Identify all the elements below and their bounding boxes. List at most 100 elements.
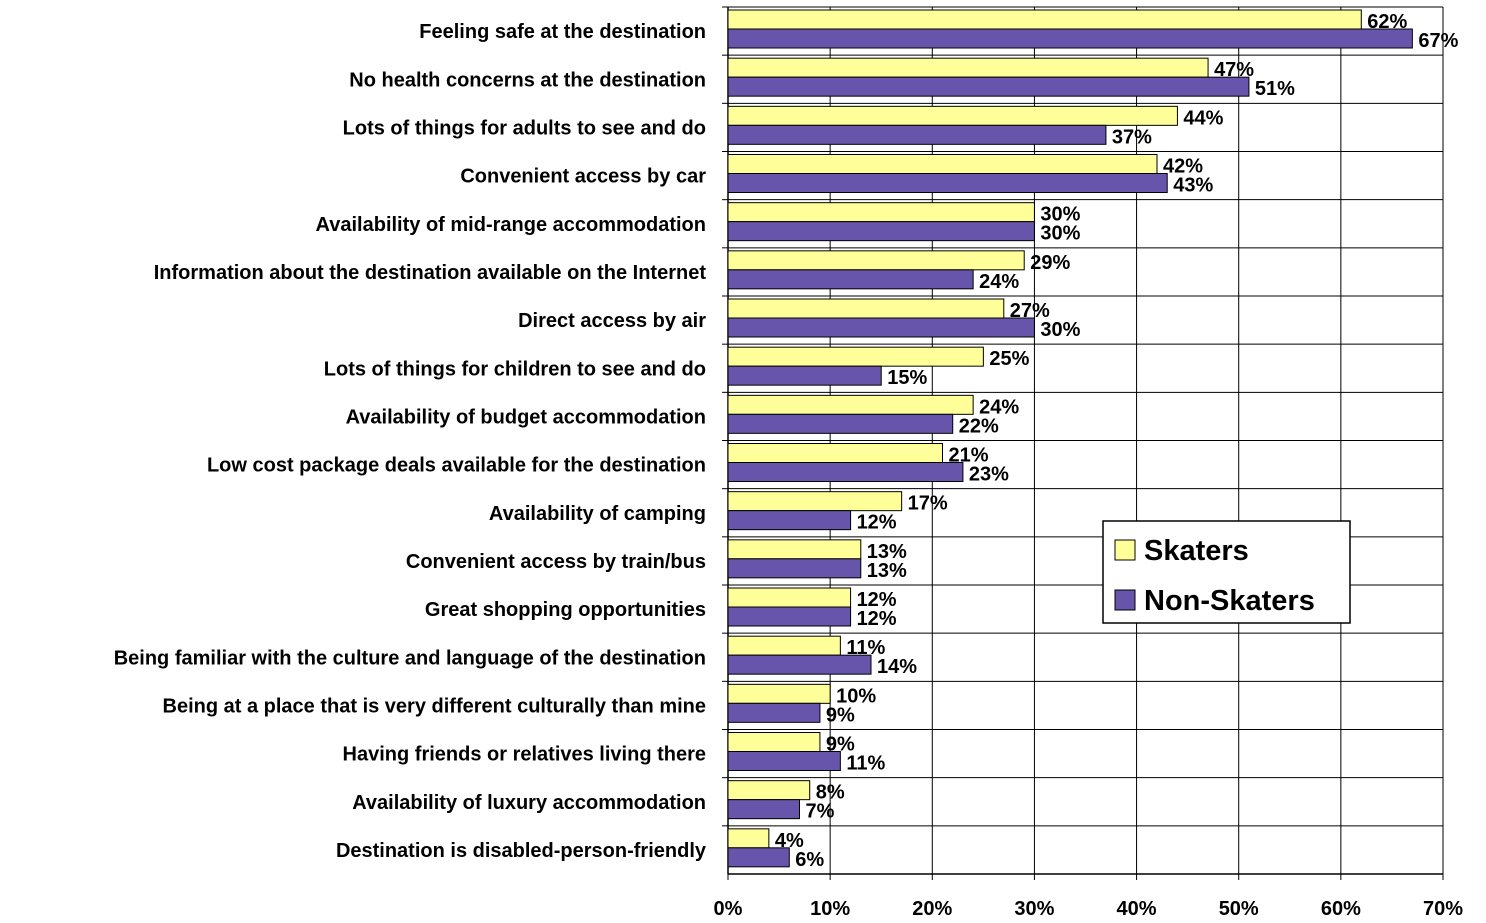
non-skaters-bar <box>727 269 974 290</box>
data-label: 6% <box>795 849 824 871</box>
skaters-bar <box>727 780 811 801</box>
non-skaters-bar <box>727 221 1035 242</box>
data-label: 42% <box>1163 156 1203 178</box>
data-label: 62% <box>1367 11 1407 33</box>
category-label: Great shopping opportunities <box>425 599 706 621</box>
category-label: Lots of things for children to see and d… <box>324 358 706 380</box>
x-tick-label: 30% <box>1014 898 1054 920</box>
data-label: 12% <box>857 512 897 534</box>
x-tick-label: 60% <box>1321 898 1361 920</box>
legend: Skaters Non-Skaters <box>1102 520 1351 624</box>
data-label: 10% <box>836 685 876 707</box>
skaters-bar <box>727 732 821 752</box>
non-skaters-bar <box>727 365 882 386</box>
non-skaters-bar <box>727 317 1035 338</box>
category-label: No health concerns at the destination <box>349 69 706 91</box>
skaters-bar <box>727 154 1158 174</box>
legend-box <box>1102 520 1351 624</box>
data-label: 67% <box>1418 30 1458 52</box>
data-label: 4% <box>775 830 804 852</box>
data-label: 27% <box>1010 300 1050 322</box>
category-label: Availability of mid-range accommodation <box>316 214 706 236</box>
data-label: 9% <box>826 704 855 726</box>
skaters-bar <box>727 250 1025 271</box>
data-label: 14% <box>877 656 917 678</box>
category-label: Feeling safe at the destination <box>419 21 706 43</box>
category-label: Lots of things for adults to see and do <box>343 117 706 139</box>
category-label: Direct access by air <box>518 310 706 332</box>
skaters-bar <box>727 9 1362 30</box>
category-label: Convenient access by car <box>460 166 706 188</box>
non-skaters-bar <box>727 702 821 723</box>
skaters-bar <box>727 57 1209 78</box>
non-skaters-bar <box>727 173 1168 193</box>
data-label: 8% <box>816 782 845 804</box>
non-skaters-bar <box>727 462 964 482</box>
non-skaters-bar <box>727 558 862 579</box>
skaters-bar <box>727 105 1178 126</box>
data-label: 21% <box>949 445 989 467</box>
data-label: 43% <box>1173 175 1213 197</box>
legend-label: Non-Skaters <box>1144 585 1315 617</box>
data-label: 29% <box>1030 252 1070 274</box>
legend-label: Skaters <box>1144 535 1249 567</box>
category-label: Availability of camping <box>489 503 706 525</box>
non-skaters-bar <box>727 606 852 627</box>
category-label: Destination is disabled-person-friendly <box>336 840 707 862</box>
non-skaters-bar <box>727 28 1413 49</box>
category-label: Convenient access by train/bus <box>406 551 706 573</box>
skaters-bar <box>727 587 852 608</box>
data-label: 30% <box>1040 319 1080 341</box>
x-tick-label: 20% <box>912 898 952 920</box>
category-label: Information about the destination availa… <box>154 262 707 284</box>
skaters-bar <box>727 298 1005 319</box>
data-label: 24% <box>979 271 1019 293</box>
category-label: Availability of budget accommodation <box>346 406 706 428</box>
legend-swatch <box>1114 539 1136 561</box>
skaters-bar <box>727 635 841 656</box>
x-tick-label: 70% <box>1423 898 1463 920</box>
non-skaters-bar <box>727 124 1107 145</box>
x-tick-label: 50% <box>1219 898 1259 920</box>
data-label: 13% <box>867 560 907 582</box>
skaters-bar <box>727 346 984 367</box>
skaters-bar <box>727 539 862 560</box>
data-label: 44% <box>1183 107 1223 129</box>
x-tick-label: 40% <box>1117 898 1157 920</box>
data-label: 24% <box>979 396 1019 418</box>
skaters-bar <box>727 828 770 849</box>
category-label: Low cost package deals available for the… <box>207 455 706 477</box>
data-label: 11% <box>846 637 885 659</box>
non-skaters-bar <box>727 510 852 531</box>
data-label: 17% <box>908 493 948 515</box>
data-label: 22% <box>959 415 999 437</box>
legend-swatch <box>1114 589 1136 611</box>
non-skaters-bar <box>727 751 841 771</box>
skaters-bar <box>727 683 831 704</box>
data-label: 7% <box>806 801 835 823</box>
skaters-bar <box>727 202 1035 223</box>
data-label: 13% <box>867 541 907 563</box>
data-label: 37% <box>1112 126 1152 148</box>
skaters-bar <box>727 443 943 463</box>
non-skaters-bar <box>727 654 872 675</box>
data-label: 25% <box>989 348 1029 370</box>
skaters-bar <box>727 491 903 512</box>
non-skaters-bar <box>727 847 790 868</box>
data-label: 51% <box>1255 78 1295 100</box>
skaters-bar <box>727 394 974 415</box>
non-skaters-bar <box>727 76 1250 97</box>
category-label: Having friends or relatives living there <box>343 744 706 766</box>
x-tick-label: 0% <box>714 898 743 920</box>
data-label: 23% <box>969 464 1009 486</box>
data-label: 12% <box>857 608 897 630</box>
data-label: 12% <box>857 589 897 611</box>
category-label: Being at a place that is very different … <box>163 695 706 717</box>
x-tick-label: 10% <box>810 898 850 920</box>
non-skaters-bar <box>727 799 800 820</box>
data-label: 15% <box>887 367 927 389</box>
data-label: 11% <box>846 753 885 775</box>
non-skaters-bar <box>727 413 954 434</box>
